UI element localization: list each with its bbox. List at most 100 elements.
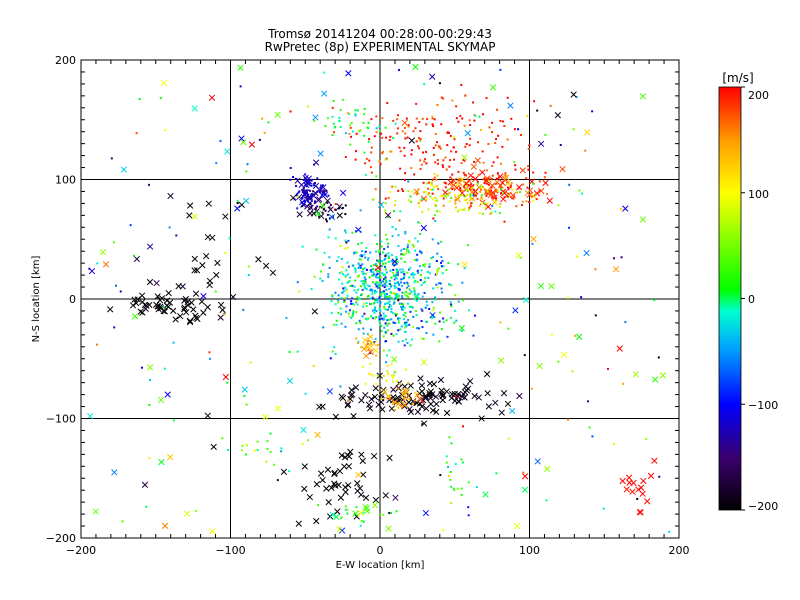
echo-dot-marker [247, 274, 250, 277]
echo-cross-marker [483, 370, 491, 378]
echo-dot-marker [422, 151, 425, 154]
echo-cross-marker [378, 398, 385, 406]
echo-dot-marker [485, 169, 488, 172]
echo-cross-marker [632, 371, 639, 378]
echo-dot-marker [344, 275, 347, 278]
echo-dot-marker [289, 166, 292, 169]
echo-dot-marker [412, 276, 415, 279]
echo-dot-marker [442, 321, 445, 324]
echo-dot-marker [374, 299, 377, 302]
echo-dot-marker [361, 263, 364, 266]
echo-dot-marker [432, 306, 435, 309]
echo-dot-marker [437, 267, 440, 270]
echo-dot-marker [376, 301, 379, 304]
echo-dot-marker [444, 156, 447, 159]
echo-cross-marker [437, 376, 445, 384]
echo-dot-marker [416, 269, 419, 272]
echo-dot-marker [315, 248, 318, 251]
echo-dot-marker [496, 156, 499, 159]
echo-dot-marker [378, 307, 381, 310]
echo-dot-marker [397, 295, 400, 298]
echo-cross-marker [321, 90, 328, 97]
x-tick-label: 100 [519, 544, 540, 557]
echo-dot-marker [362, 327, 365, 330]
echo-cross-marker [458, 393, 466, 400]
echo-dot-marker [375, 316, 378, 319]
echo-dot-marker [365, 246, 368, 249]
echo-dot-marker [432, 153, 435, 156]
echo-cross-marker [612, 266, 620, 273]
echo-dot-marker [491, 174, 494, 177]
echo-dot-marker [405, 338, 408, 341]
echo-dot-marker [365, 305, 368, 308]
echo-dot-marker [543, 176, 546, 179]
echo-dot-marker [380, 240, 383, 243]
echo-dot-marker [304, 392, 307, 395]
echo-dot-marker [463, 186, 466, 189]
echo-dot-marker [392, 401, 395, 404]
echo-dot-marker [419, 250, 422, 253]
echo-dot-marker [534, 193, 537, 196]
echo-cross-marker [170, 307, 177, 314]
echo-dot-marker [382, 274, 385, 277]
echo-dot-marker [460, 208, 463, 211]
echo-dot-marker [269, 450, 272, 453]
echo-dot-marker [384, 303, 387, 306]
echo-cross-marker [354, 480, 361, 487]
echo-dot-marker [447, 474, 450, 477]
echo-cross-marker [237, 64, 244, 71]
echo-dot-marker [433, 214, 436, 217]
echo-cross-marker [377, 201, 385, 209]
echo-cross-marker [362, 494, 370, 501]
echo-dot-marker [584, 149, 587, 152]
echo-dot-marker [388, 257, 391, 260]
echo-dot-marker [331, 106, 334, 109]
echo-dot-marker [355, 251, 358, 254]
echo-dot-marker [479, 129, 482, 132]
echo-dot-marker [334, 203, 337, 206]
echo-dot-marker [309, 189, 312, 192]
echo-dot-marker [424, 277, 427, 280]
echo-dot-marker [566, 296, 569, 299]
echo-cross-marker [347, 448, 354, 455]
echo-dot-marker [407, 190, 410, 193]
echo-dot-marker [391, 375, 394, 378]
echo-dot-marker [359, 209, 362, 212]
echo-dot-marker [377, 286, 380, 289]
echo-dot-marker [438, 320, 441, 323]
echo-cross-marker [210, 443, 217, 451]
echo-dot-marker [431, 117, 434, 120]
echo-dot-marker [451, 188, 454, 191]
echo-dot-marker [445, 269, 448, 272]
echo-dot-marker [355, 299, 358, 302]
echo-dot-marker [451, 180, 454, 183]
echo-cross-marker [422, 509, 430, 517]
echo-dot-marker [381, 136, 384, 139]
echo-dot-marker [313, 119, 316, 122]
echo-cross-marker [186, 318, 194, 326]
echo-cross-marker [499, 179, 506, 186]
echo-dot-marker [407, 199, 410, 202]
echo-dot-marker [442, 317, 445, 320]
echo-dot-marker [373, 312, 376, 315]
echo-dot-marker [375, 298, 378, 301]
echo-dot-marker [311, 193, 314, 196]
echo-dot-marker [522, 183, 525, 186]
echo-dot-marker [488, 180, 491, 183]
echo-dot-marker [450, 485, 453, 488]
echo-dot-marker [461, 425, 464, 428]
echo-dot-marker [377, 261, 380, 264]
echo-cross-marker [367, 348, 374, 356]
echo-dot-marker [526, 115, 529, 118]
echo-cross-marker [483, 177, 490, 184]
echo-dot-marker [305, 195, 308, 198]
echo-dot-marker [306, 439, 309, 442]
echo-dot-marker [357, 298, 360, 301]
echo-dot-marker [334, 352, 337, 355]
echo-dot-marker [432, 287, 435, 290]
echo-dot-marker [413, 281, 416, 284]
echo-dot-marker [319, 186, 322, 189]
echo-dot-marker [410, 149, 413, 152]
echo-cross-marker [301, 463, 308, 470]
